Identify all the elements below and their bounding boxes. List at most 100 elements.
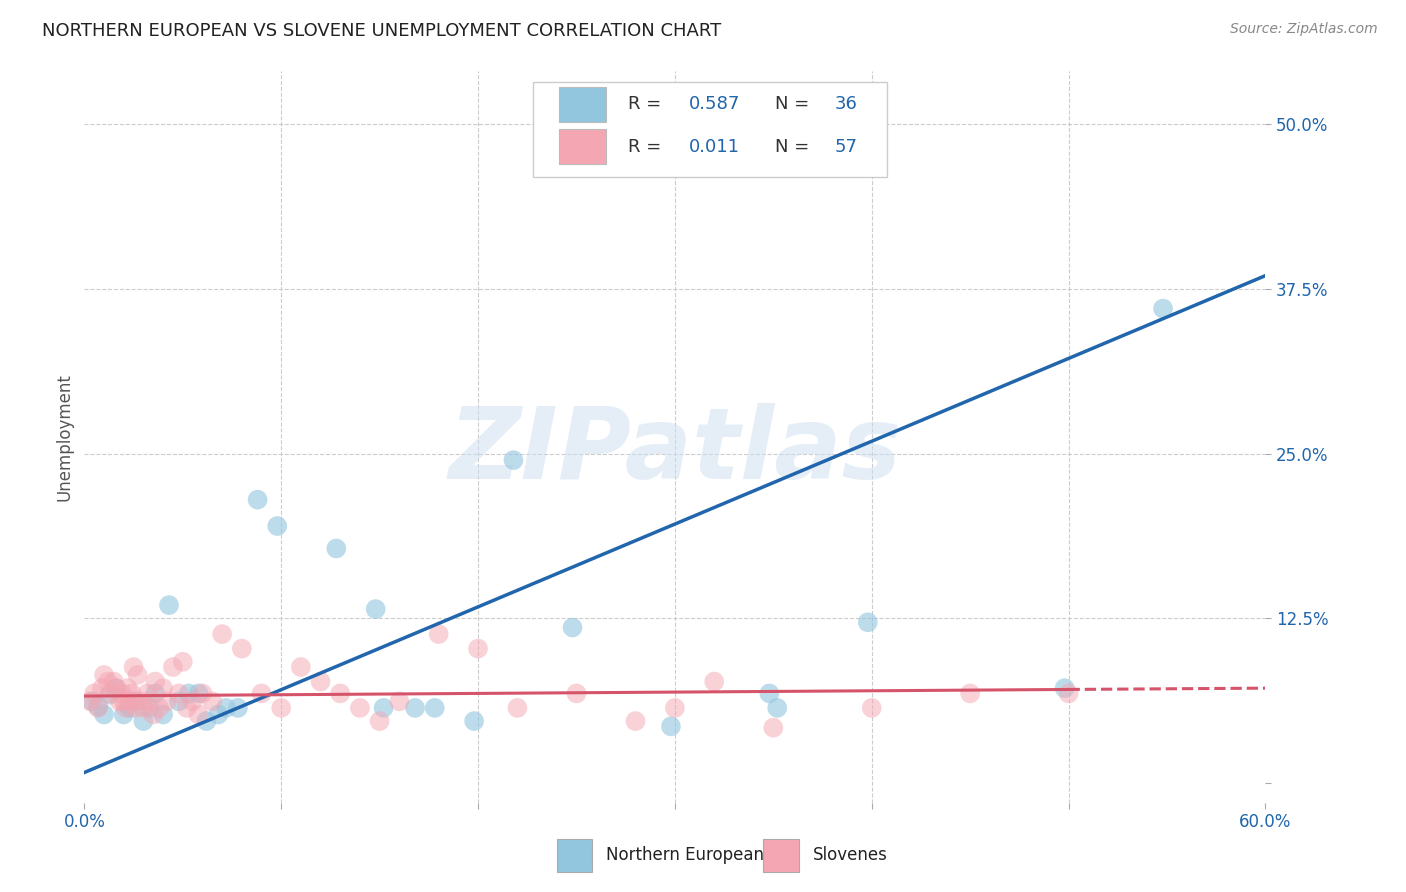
Point: [226, 701, 249, 715]
Text: 0.011: 0.011: [689, 137, 740, 156]
Point: [201, 694, 224, 708]
Point: [138, 701, 160, 715]
Point: [762, 721, 785, 735]
Point: [167, 686, 190, 700]
Point: [703, 674, 725, 689]
Point: [79, 694, 101, 708]
Point: [246, 492, 269, 507]
Point: [766, 701, 789, 715]
Point: [329, 686, 352, 700]
Point: [117, 681, 139, 695]
Point: [83, 686, 105, 700]
Point: [215, 701, 238, 715]
Point: [502, 453, 524, 467]
FancyBboxPatch shape: [557, 839, 592, 871]
Point: [565, 686, 588, 700]
Point: [98, 688, 121, 702]
Point: [104, 681, 127, 695]
Point: [506, 701, 529, 715]
Point: [93, 668, 115, 682]
Point: [1053, 681, 1076, 695]
Point: [104, 681, 127, 695]
Point: [624, 714, 647, 728]
Point: [270, 701, 292, 715]
Point: [143, 674, 166, 689]
Point: [177, 686, 200, 700]
Point: [423, 701, 446, 715]
Text: Source: ZipAtlas.com: Source: ZipAtlas.com: [1230, 22, 1378, 37]
FancyBboxPatch shape: [763, 839, 799, 871]
Point: [959, 686, 981, 700]
Point: [860, 701, 883, 715]
Text: Slovenes: Slovenes: [813, 847, 889, 864]
Point: [195, 714, 218, 728]
Point: [266, 519, 288, 533]
Point: [561, 620, 583, 634]
Point: [181, 694, 204, 708]
Point: [176, 701, 198, 715]
Text: 57: 57: [834, 137, 858, 156]
Point: [290, 660, 312, 674]
Point: [167, 694, 190, 708]
Text: NORTHERN EUROPEAN VS SLOVENE UNEMPLOYMENT CORRELATION CHART: NORTHERN EUROPEAN VS SLOVENE UNEMPLOYMEN…: [42, 22, 721, 40]
Point: [664, 701, 686, 715]
Point: [404, 701, 426, 715]
Point: [1057, 686, 1080, 700]
Text: N =: N =: [775, 137, 815, 156]
Point: [118, 694, 141, 708]
Point: [1152, 301, 1174, 316]
Point: [124, 694, 146, 708]
Point: [172, 655, 194, 669]
Point: [364, 602, 387, 616]
Point: [368, 714, 391, 728]
Text: R =: R =: [627, 137, 666, 156]
Point: [373, 701, 395, 715]
Point: [758, 686, 780, 700]
Point: [388, 694, 411, 708]
Point: [157, 598, 180, 612]
Point: [103, 674, 125, 689]
Text: 0.587: 0.587: [689, 95, 741, 113]
Point: [93, 707, 115, 722]
FancyBboxPatch shape: [560, 87, 606, 122]
Point: [98, 686, 121, 700]
Point: [121, 686, 143, 700]
Y-axis label: Unemployment: Unemployment: [55, 373, 73, 501]
Point: [118, 701, 141, 715]
Point: [97, 674, 120, 689]
FancyBboxPatch shape: [533, 82, 887, 178]
Text: Northern Europeans: Northern Europeans: [606, 847, 773, 864]
Point: [156, 694, 179, 708]
Point: [162, 660, 184, 674]
Point: [231, 641, 253, 656]
Point: [114, 701, 136, 715]
Point: [659, 719, 682, 733]
Point: [207, 707, 229, 722]
Point: [132, 714, 155, 728]
Point: [309, 674, 332, 689]
Text: ZIPatlas: ZIPatlas: [449, 403, 901, 500]
Point: [187, 707, 209, 722]
Point: [463, 714, 485, 728]
Point: [124, 701, 146, 715]
Point: [128, 694, 150, 708]
Point: [112, 707, 135, 722]
Point: [87, 701, 110, 715]
Point: [467, 641, 489, 656]
Point: [250, 686, 273, 700]
Point: [187, 686, 209, 700]
Text: 36: 36: [834, 95, 858, 113]
Point: [127, 668, 149, 682]
Point: [136, 686, 159, 700]
Text: N =: N =: [775, 95, 815, 113]
Point: [82, 694, 104, 708]
Point: [91, 681, 114, 695]
Point: [122, 660, 145, 674]
Point: [856, 615, 879, 630]
Point: [148, 701, 170, 715]
FancyBboxPatch shape: [560, 129, 606, 164]
Point: [152, 681, 174, 695]
Point: [112, 694, 135, 708]
Point: [191, 686, 214, 700]
Point: [143, 686, 166, 700]
